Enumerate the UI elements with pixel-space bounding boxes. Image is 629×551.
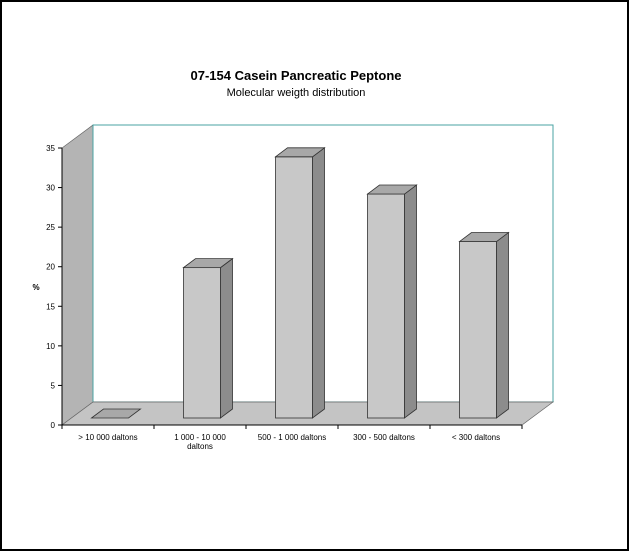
- y-tick-label: 30: [46, 184, 55, 193]
- y-tick-label: 15: [46, 302, 55, 311]
- x-category-label: > 10 000 daltons: [78, 433, 137, 442]
- bar-side: [496, 231, 509, 419]
- bar-top: [366, 184, 418, 195]
- x-category-label: < 300 daltons: [452, 433, 500, 442]
- bar-side: [312, 147, 325, 419]
- x-axis: > 10 000 daltons 1 000 - 10 000 daltons 500…: [61, 424, 523, 451]
- y-axis-label: %: [32, 283, 39, 292]
- left-wall: [61, 124, 94, 426]
- y-tick-label: 0: [51, 421, 56, 430]
- y-tick-label: 5: [51, 381, 56, 390]
- bar-front: [183, 267, 221, 419]
- chart-subtitle: Molecular weigth distribution: [227, 87, 366, 99]
- y-tick-label: 20: [46, 263, 55, 272]
- chart-title: 07-154 Casein Pancreatic Peptone: [191, 68, 402, 83]
- bar-top: [182, 258, 234, 269]
- bar-front: [275, 156, 313, 419]
- bar: [458, 231, 510, 419]
- bar-front: [367, 193, 405, 419]
- bar: [366, 184, 418, 419]
- bars: [90, 147, 510, 419]
- bar-top: [90, 408, 142, 419]
- x-category-label: 500 - 1 000 daltons: [258, 433, 327, 442]
- y-axis: 0 5 10 15 20 25 30 35: [46, 144, 63, 430]
- x-category-label: 1 000 - 10 000 daltons: [174, 433, 226, 451]
- y-tick-label: 35: [46, 144, 55, 153]
- bar-side: [220, 257, 233, 419]
- bar: [90, 408, 142, 419]
- y-tick-label: 25: [46, 223, 55, 232]
- bar-front: [459, 241, 497, 419]
- bar: [274, 147, 326, 419]
- y-tick-label: 10: [46, 342, 55, 351]
- x-category-label: 300 - 500 daltons: [353, 433, 415, 442]
- bar-side: [404, 184, 417, 419]
- bar-top: [458, 232, 510, 242]
- bar: [182, 257, 234, 419]
- bar-top: [274, 147, 326, 158]
